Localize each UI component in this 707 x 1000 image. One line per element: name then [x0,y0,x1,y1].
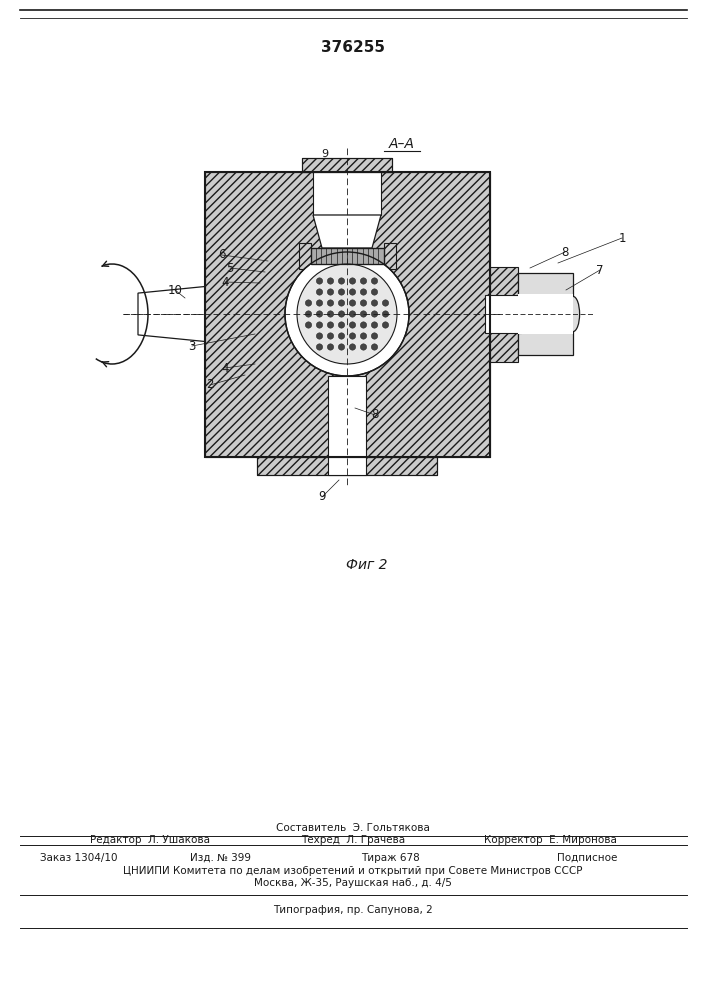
Text: 4: 4 [221,361,229,374]
Circle shape [339,278,345,284]
Circle shape [349,300,356,306]
Text: 9: 9 [322,149,329,159]
Text: Тираж 678: Тираж 678 [361,853,419,863]
Circle shape [316,333,322,339]
Text: ЦНИИПИ Комитета по делам изобретений и открытий при Совете Министров СССР: ЦНИИПИ Комитета по делам изобретений и о… [123,866,583,876]
Circle shape [382,311,389,317]
Text: 7: 7 [596,263,604,276]
Circle shape [371,333,378,339]
Circle shape [361,322,367,328]
Bar [328,457,366,475]
Circle shape [327,300,334,306]
Circle shape [297,264,397,364]
Circle shape [361,311,367,317]
Bar [302,158,392,172]
Text: Типография, пр. Сапунова, 2: Типография, пр. Сапунова, 2 [273,905,433,915]
Circle shape [371,344,378,350]
Circle shape [305,300,312,306]
Circle shape [349,289,356,295]
Bar [490,266,518,361]
Circle shape [361,344,367,350]
Circle shape [349,278,356,284]
Circle shape [339,289,345,295]
Bar [313,172,381,215]
Bar [298,243,310,269]
Bar [302,158,392,172]
Text: 4: 4 [221,275,229,288]
Bar [310,248,383,264]
Circle shape [371,278,378,284]
Bar [257,457,437,475]
Text: 376255: 376255 [321,39,385,54]
Circle shape [349,311,356,317]
Text: Изд. № 399: Изд. № 399 [189,853,250,863]
Text: Техред  Л. Грачева: Техред Л. Грачева [301,835,405,845]
Bar [328,376,366,457]
Text: 8: 8 [561,245,568,258]
Bar [518,273,573,355]
Circle shape [316,289,322,295]
Bar [257,457,437,475]
Circle shape [339,333,345,339]
Circle shape [327,278,334,284]
Bar [485,295,521,333]
Circle shape [382,300,389,306]
Circle shape [371,322,378,328]
Circle shape [371,300,378,306]
Circle shape [285,252,409,376]
Circle shape [316,322,322,328]
Text: Фиг 2: Фиг 2 [346,558,387,572]
Circle shape [339,300,345,306]
Bar [310,248,383,264]
Bar [383,243,395,269]
Text: 10: 10 [168,284,182,296]
Bar [518,294,573,334]
Circle shape [327,311,334,317]
Circle shape [349,322,356,328]
Circle shape [316,278,322,284]
Text: Составитель  Э. Гольтякова: Составитель Э. Гольтякова [276,823,430,833]
Bar [205,172,490,457]
Circle shape [361,300,367,306]
Circle shape [327,333,334,339]
Text: Заказ 1304/10: Заказ 1304/10 [40,853,117,863]
Circle shape [349,333,356,339]
Circle shape [371,289,378,295]
Bar [328,457,366,475]
Circle shape [371,311,378,317]
Text: Редактор  Л. Ушакова: Редактор Л. Ушакова [90,835,210,845]
Text: Подписное: Подписное [556,853,617,863]
Circle shape [361,278,367,284]
Text: 8: 8 [371,408,379,422]
Circle shape [339,344,345,350]
Text: 9: 9 [318,490,326,504]
Circle shape [327,289,334,295]
Text: А–А: А–А [389,137,415,151]
Circle shape [349,344,356,350]
Bar [205,172,490,457]
Circle shape [327,344,334,350]
Circle shape [305,322,312,328]
Ellipse shape [566,296,580,332]
Circle shape [339,311,345,317]
Text: Корректор  Е. Миронова: Корректор Е. Миронова [484,835,617,845]
Circle shape [316,300,322,306]
Circle shape [361,333,367,339]
Text: 6: 6 [218,248,226,261]
Circle shape [316,344,322,350]
Text: Москва, Ж-35, Раушская наб., д. 4/5: Москва, Ж-35, Раушская наб., д. 4/5 [254,878,452,888]
Circle shape [339,322,345,328]
Text: 3: 3 [188,340,196,353]
Circle shape [361,289,367,295]
Circle shape [382,322,389,328]
Polygon shape [138,286,205,342]
Text: 5: 5 [226,261,234,274]
Circle shape [327,322,334,328]
Text: 1: 1 [618,232,626,244]
Polygon shape [313,215,381,248]
Text: 2: 2 [206,378,214,391]
Circle shape [305,311,312,317]
Circle shape [316,311,322,317]
